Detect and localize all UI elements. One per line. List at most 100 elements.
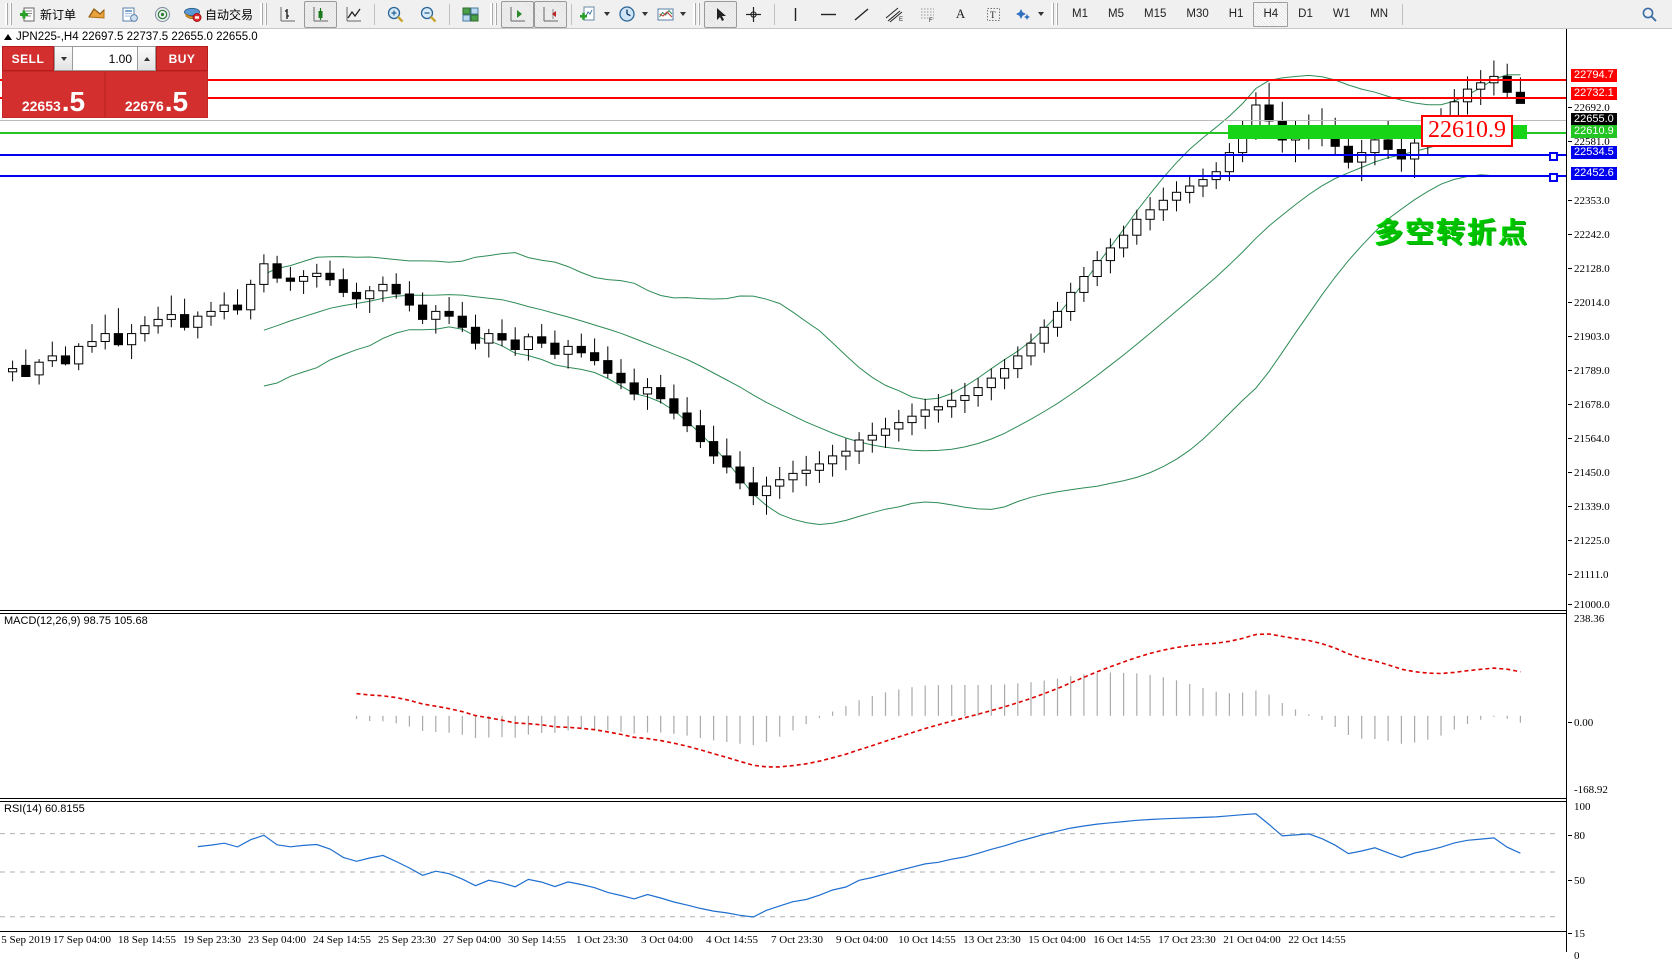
candle-body: [47, 355, 57, 362]
vertical-line-button[interactable]: [779, 1, 812, 28]
volume-input[interactable]: 1.00: [73, 46, 137, 71]
pane-separator-macd: [0, 610, 1566, 611]
timeframe-d1[interactable]: D1: [1298, 8, 1313, 20]
collapse-triangle-icon[interactable]: [4, 34, 12, 40]
bar-chart-button[interactable]: [271, 1, 304, 28]
sell-button[interactable]: SELL: [2, 46, 54, 71]
autoscroll-button[interactable]: [501, 0, 535, 28]
line-chart-button[interactable]: [337, 1, 370, 28]
search-button[interactable]: [1633, 1, 1666, 28]
timeframe-w1[interactable]: W1: [1332, 8, 1351, 20]
rsi-indicator-label: RSI(14) 60.8155: [4, 803, 85, 815]
level-line-resistance-2[interactable]: [0, 97, 1566, 99]
new-order-button[interactable]: 新订单: [16, 1, 80, 28]
toolbar-separator-2: [449, 3, 451, 25]
candle-body: [629, 382, 639, 395]
candle-body: [299, 276, 309, 282]
text-button[interactable]: A: [944, 1, 977, 28]
chart-area[interactable]: 22610.9 多空转折点 JPN225-,H4 22697.5 22737.5…: [0, 29, 1672, 962]
horizontal-line-button[interactable]: [812, 1, 845, 28]
chevron-down-icon[interactable]: [604, 12, 611, 16]
rsi-pane[interactable]: [0, 801, 1566, 951]
level-line-resistance-1[interactable]: [0, 79, 1566, 81]
candle-body: [1026, 342, 1036, 357]
price-scale-tick: 21111.0: [1568, 569, 1609, 581]
level-handle-support-2[interactable]: [1549, 173, 1558, 182]
timeframe-m15[interactable]: M15: [1144, 8, 1167, 20]
level-line-support-1[interactable]: [0, 154, 1566, 156]
candle-body: [365, 290, 375, 300]
candle-body: [947, 399, 957, 408]
timeframe-h4[interactable]: H4: [1253, 1, 1289, 27]
indicator-list-button[interactable]: [652, 1, 690, 28]
chevron-down-icon-4[interactable]: [1038, 12, 1045, 16]
time-axis-label: 1 Oct 23:30: [576, 934, 628, 946]
volume-increase-button[interactable]: [137, 46, 156, 71]
macd-pane[interactable]: [0, 613, 1566, 793]
hline-icon: [821, 13, 837, 15]
chart-shift-button[interactable]: [534, 0, 568, 28]
price-chart-canvas[interactable]: [0, 29, 1566, 932]
oct-price-row: 22653 .5 22676 .5: [2, 71, 208, 118]
timeframe-m30[interactable]: M30: [1186, 8, 1209, 20]
toolbar-separator-3: [571, 3, 573, 25]
period-button[interactable]: [614, 1, 652, 28]
cursor-button[interactable]: [704, 0, 738, 28]
chevron-down-icon-2[interactable]: [642, 12, 649, 16]
timeframe-m5[interactable]: M5: [1108, 8, 1124, 20]
buy-button[interactable]: BUY: [156, 46, 208, 71]
toolbar-grip-2[interactable]: [260, 3, 269, 25]
zoom-out-button[interactable]: [412, 1, 445, 28]
candle-body: [775, 479, 785, 487]
expert-advisors-button[interactable]: [113, 1, 146, 28]
objects-button[interactable]: [1010, 1, 1048, 28]
fibonacci-button[interactable]: F: [911, 1, 944, 28]
trendline-button[interactable]: [845, 1, 878, 28]
tile-windows-button[interactable]: [454, 1, 487, 28]
level-line-pivot-green[interactable]: [0, 132, 1566, 134]
one-click-trading-panel[interactable]: SELL 1.00 BUY 22653 .5 22676 .5: [2, 46, 208, 118]
search-icon: [1642, 7, 1657, 22]
autotrading-button[interactable]: 自动交易: [179, 1, 257, 28]
toolbar-grip-3[interactable]: [490, 3, 499, 25]
level-handle-support-1[interactable]: [1549, 152, 1558, 161]
signals-button[interactable]: [146, 1, 179, 28]
chinese-annotation[interactable]: 多空转折点: [1375, 216, 1531, 249]
level-line-support-2[interactable]: [0, 175, 1566, 177]
timeframe-mn[interactable]: MN: [1370, 8, 1388, 20]
timeframe-m1[interactable]: M1: [1072, 8, 1089, 20]
volume-decrease-button[interactable]: [54, 46, 73, 71]
chevron-down-icon-3[interactable]: [680, 12, 687, 16]
crosshair-button[interactable]: [737, 1, 770, 28]
candle-body: [920, 409, 930, 417]
price-annotation-box[interactable]: 22610.9: [1421, 115, 1513, 147]
price-scale[interactable]: 22794.7 22732.1 22692.0 22655.0 22610.9 22581…: [1566, 29, 1672, 962]
candlestick-chart-button[interactable]: [304, 0, 338, 28]
candle-body: [285, 277, 295, 282]
toolbar-grip-5[interactable]: [1051, 3, 1060, 25]
ask-price-cell[interactable]: 22676 .5: [105, 71, 208, 118]
time-axis-label: 21 Oct 04:00: [1223, 934, 1281, 946]
time-axis-label: 13 Oct 23:30: [963, 934, 1021, 946]
price-scale-tick: 21564.0: [1568, 433, 1610, 445]
level-line-current-price[interactable]: [0, 120, 1566, 121]
timeframe-h1[interactable]: H1: [1228, 8, 1244, 20]
equidistant-channel-button[interactable]: E: [878, 1, 911, 28]
indicators-button[interactable]: [80, 1, 113, 28]
bollinger-upper-band: [263, 74, 1521, 401]
toolbar-grip-4[interactable]: [693, 3, 702, 25]
candle-body: [378, 283, 388, 292]
zoom-in-button[interactable]: [379, 1, 412, 28]
volume-stepper[interactable]: 1.00: [54, 46, 156, 71]
candle-body: [669, 398, 679, 414]
time-axis[interactable]: 5 Sep 2019 17 Sep 04:00 18 Sep 14:55 19 Sep…: [0, 931, 1566, 952]
bid-price-cell[interactable]: 22653 .5: [2, 71, 105, 118]
price-scale-tick: 22610.9: [1571, 125, 1617, 138]
candlestick-chart-icon: [313, 6, 329, 21]
trendline-icon: [854, 7, 869, 21]
candle-body: [748, 482, 758, 497]
toolbar-grip[interactable]: [5, 3, 13, 25]
text-label-button[interactable]: T: [977, 1, 1010, 28]
templates-button[interactable]: [576, 1, 614, 28]
candle-body: [828, 455, 838, 465]
